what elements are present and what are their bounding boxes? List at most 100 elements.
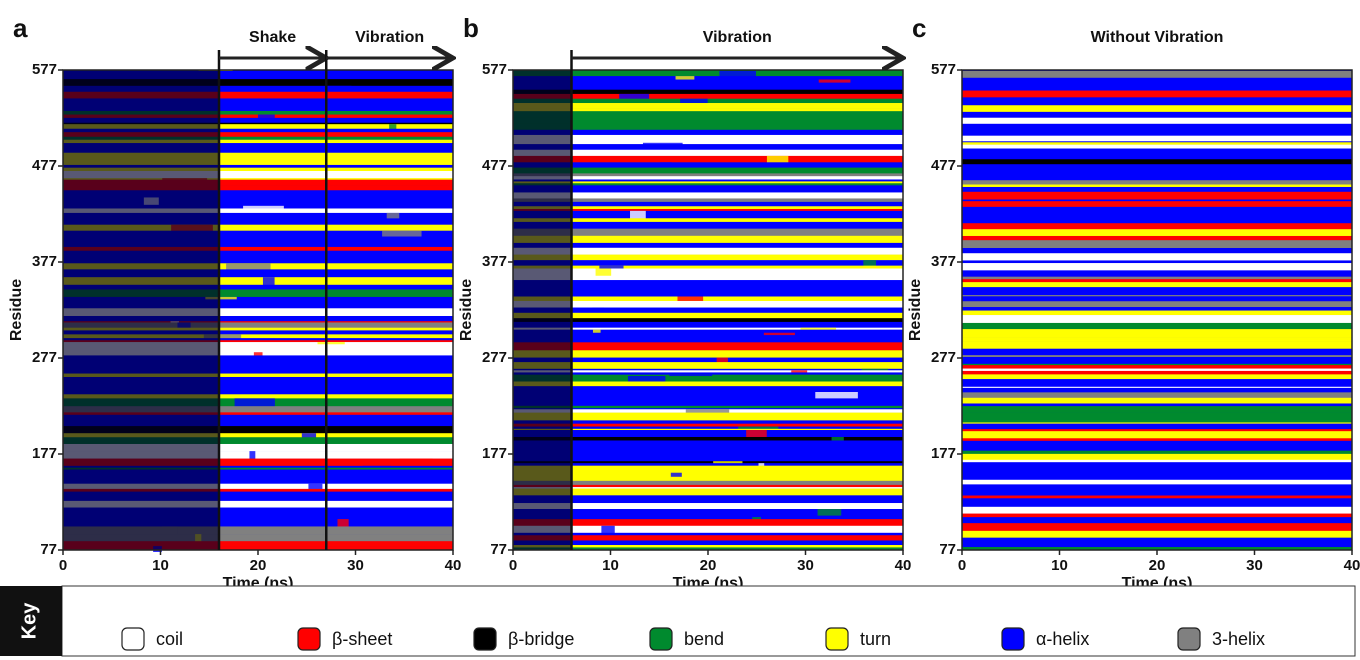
stripe xyxy=(513,76,903,80)
y-axis-label: Residue xyxy=(458,279,475,341)
stripe xyxy=(513,362,903,370)
stripe xyxy=(63,139,453,144)
noise xyxy=(327,85,352,94)
noise xyxy=(592,329,601,335)
stripe xyxy=(962,363,1352,366)
stripe xyxy=(63,342,453,345)
stripe xyxy=(962,356,1352,359)
stripe xyxy=(513,198,903,203)
stripe xyxy=(513,149,903,157)
stripe xyxy=(63,167,453,172)
stripe xyxy=(63,433,453,438)
noise xyxy=(752,517,761,522)
noise xyxy=(766,155,789,165)
key-swatch xyxy=(121,627,145,651)
stripe xyxy=(63,178,453,180)
stripe xyxy=(63,300,453,309)
stripe xyxy=(962,97,1352,106)
stripe xyxy=(513,275,903,281)
key-swatch xyxy=(1177,627,1201,651)
stripe xyxy=(513,487,903,489)
stripe xyxy=(962,358,1352,362)
stripe xyxy=(63,483,453,490)
stripe xyxy=(513,332,903,336)
stripe xyxy=(513,318,903,323)
stripe xyxy=(63,344,453,353)
stripe xyxy=(513,183,903,186)
stripe xyxy=(63,406,453,413)
stripe xyxy=(63,204,453,207)
stripe xyxy=(962,419,1352,423)
stripe xyxy=(962,240,1352,244)
stripe xyxy=(962,322,1352,330)
panel-label: a xyxy=(13,13,28,43)
stripe xyxy=(962,144,1352,149)
noise xyxy=(627,376,666,384)
noise xyxy=(817,509,842,518)
stripe xyxy=(962,484,1352,489)
stripe xyxy=(63,546,453,551)
heatmap xyxy=(962,70,1352,551)
stripe xyxy=(63,426,453,434)
noise xyxy=(203,334,242,341)
stripe xyxy=(513,372,903,375)
noise xyxy=(675,76,695,82)
noise xyxy=(601,525,615,535)
y-tick-label: 477 xyxy=(482,157,507,174)
stripe xyxy=(513,79,903,83)
stripe xyxy=(513,426,903,430)
stripe xyxy=(962,530,1352,538)
stripe xyxy=(63,171,453,179)
stripe xyxy=(513,430,903,438)
key-label: bend xyxy=(684,629,724,649)
stripe xyxy=(962,422,1352,424)
noise xyxy=(262,277,275,287)
stripe xyxy=(513,129,903,136)
stripe xyxy=(63,244,453,248)
stripe xyxy=(962,365,1352,369)
noise xyxy=(758,463,765,468)
noise xyxy=(800,327,837,332)
stripe xyxy=(513,405,903,409)
stripe xyxy=(962,142,1352,145)
panel-label: b xyxy=(463,13,479,43)
stripe xyxy=(962,445,1352,451)
stripe xyxy=(63,212,453,219)
stripe xyxy=(63,128,453,133)
stripe xyxy=(513,71,903,77)
stripe xyxy=(513,398,903,407)
stripe xyxy=(513,342,903,351)
x-tick-label: 0 xyxy=(509,557,517,574)
stripe xyxy=(513,420,903,424)
noise xyxy=(831,436,844,443)
noise xyxy=(815,392,858,401)
stripe xyxy=(962,263,1352,271)
stripe xyxy=(63,124,453,130)
noise xyxy=(670,472,682,479)
key-title: Key xyxy=(18,602,40,640)
stripe xyxy=(63,519,453,527)
stripe xyxy=(513,247,903,255)
noise xyxy=(595,268,612,278)
heatmap xyxy=(63,70,453,552)
x-tick-label: 0 xyxy=(958,557,966,574)
stripe xyxy=(63,507,453,513)
stripe xyxy=(513,192,903,199)
stripe xyxy=(962,469,1352,473)
stripe xyxy=(63,296,453,300)
stripe xyxy=(63,416,453,423)
stripe xyxy=(962,368,1352,372)
stripe xyxy=(63,246,453,252)
stripe xyxy=(63,257,453,264)
key-label: coil xyxy=(156,629,183,649)
stripe xyxy=(513,224,903,229)
stripe xyxy=(962,539,1352,548)
y-tick-label: 577 xyxy=(931,61,956,78)
stripe xyxy=(63,250,453,259)
stripe xyxy=(513,445,903,451)
stripe xyxy=(513,476,903,482)
stripe xyxy=(962,429,1352,432)
y-tick-label: 277 xyxy=(482,349,507,366)
stripe xyxy=(513,134,903,144)
noise xyxy=(818,79,851,85)
